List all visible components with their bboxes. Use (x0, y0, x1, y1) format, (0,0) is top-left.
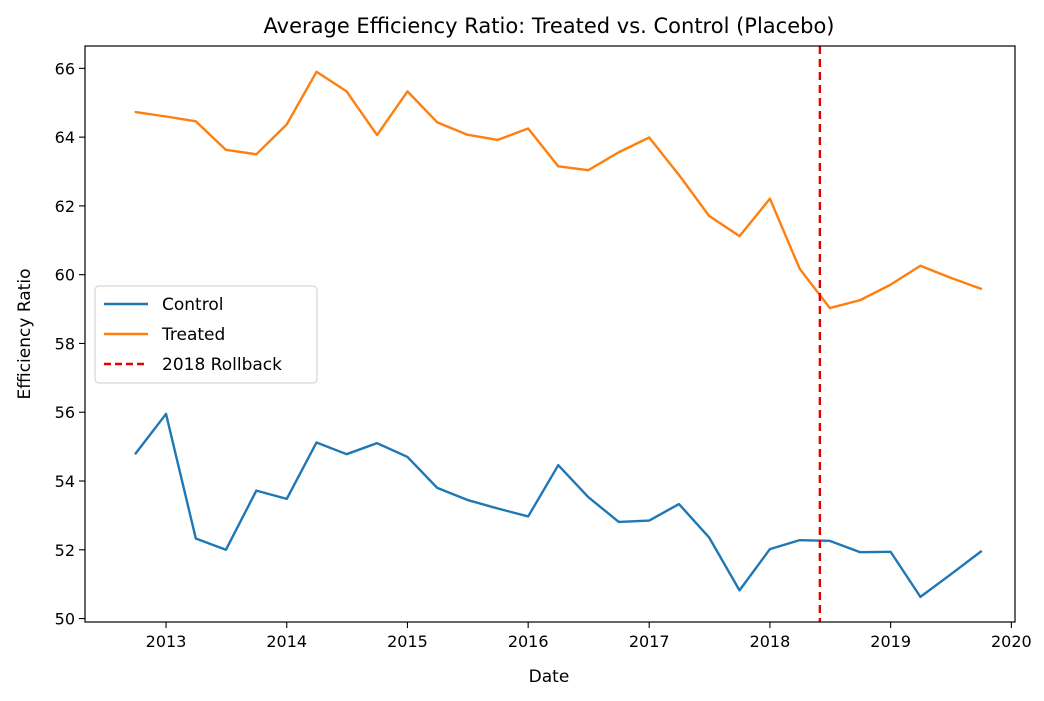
y-tick-label-54: 54 (55, 472, 75, 491)
plot-frame (84, 45, 1016, 623)
y-tick-label-52: 52 (55, 541, 75, 560)
series-line-control (134, 412, 983, 599)
y-tick-label-64: 64 (55, 128, 75, 147)
legend-label-control: Control (162, 295, 223, 315)
y-tick-label-56: 56 (55, 403, 75, 422)
y-tick-label-66: 66 (55, 59, 75, 78)
legend-label-treated: Treated (161, 325, 225, 345)
x-axis: 2013 2014 2015 2016 2017 2018 2019 2020 (146, 622, 1032, 651)
chart-title: Average Efficiency Ratio: Treated vs. Co… (264, 14, 835, 38)
plot-area (84, 45, 1016, 623)
legend-label-rollback: 2018 Rollback (162, 355, 282, 375)
y-axis: 50 52 54 56 58 60 62 64 66 (55, 59, 85, 629)
y-tick-label-50: 50 (55, 610, 75, 629)
y-tick-label-60: 60 (55, 266, 75, 285)
y-axis-label: Efficiency Ratio (15, 269, 35, 400)
x-tick-label-2019: 2019 (870, 632, 911, 651)
x-tick-label-2016: 2016 (508, 632, 549, 651)
x-tick-label-2015: 2015 (387, 632, 428, 651)
x-axis-label: Date (529, 667, 570, 687)
legend-box (94, 285, 318, 384)
x-tick-label-2013: 2013 (146, 632, 187, 651)
x-tick-label-2020: 2020 (991, 632, 1032, 651)
series-layer (134, 70, 983, 599)
x-tick-label-2017: 2017 (629, 632, 670, 651)
x-tick-label-2014: 2014 (266, 632, 307, 651)
y-tick-label-62: 62 (55, 197, 75, 216)
y-tick-label-58: 58 (55, 334, 75, 353)
x-tick-label-2018: 2018 (750, 632, 791, 651)
series-line-treated (134, 70, 983, 310)
legend: Control Treated 2018 Rollback (94, 285, 318, 384)
